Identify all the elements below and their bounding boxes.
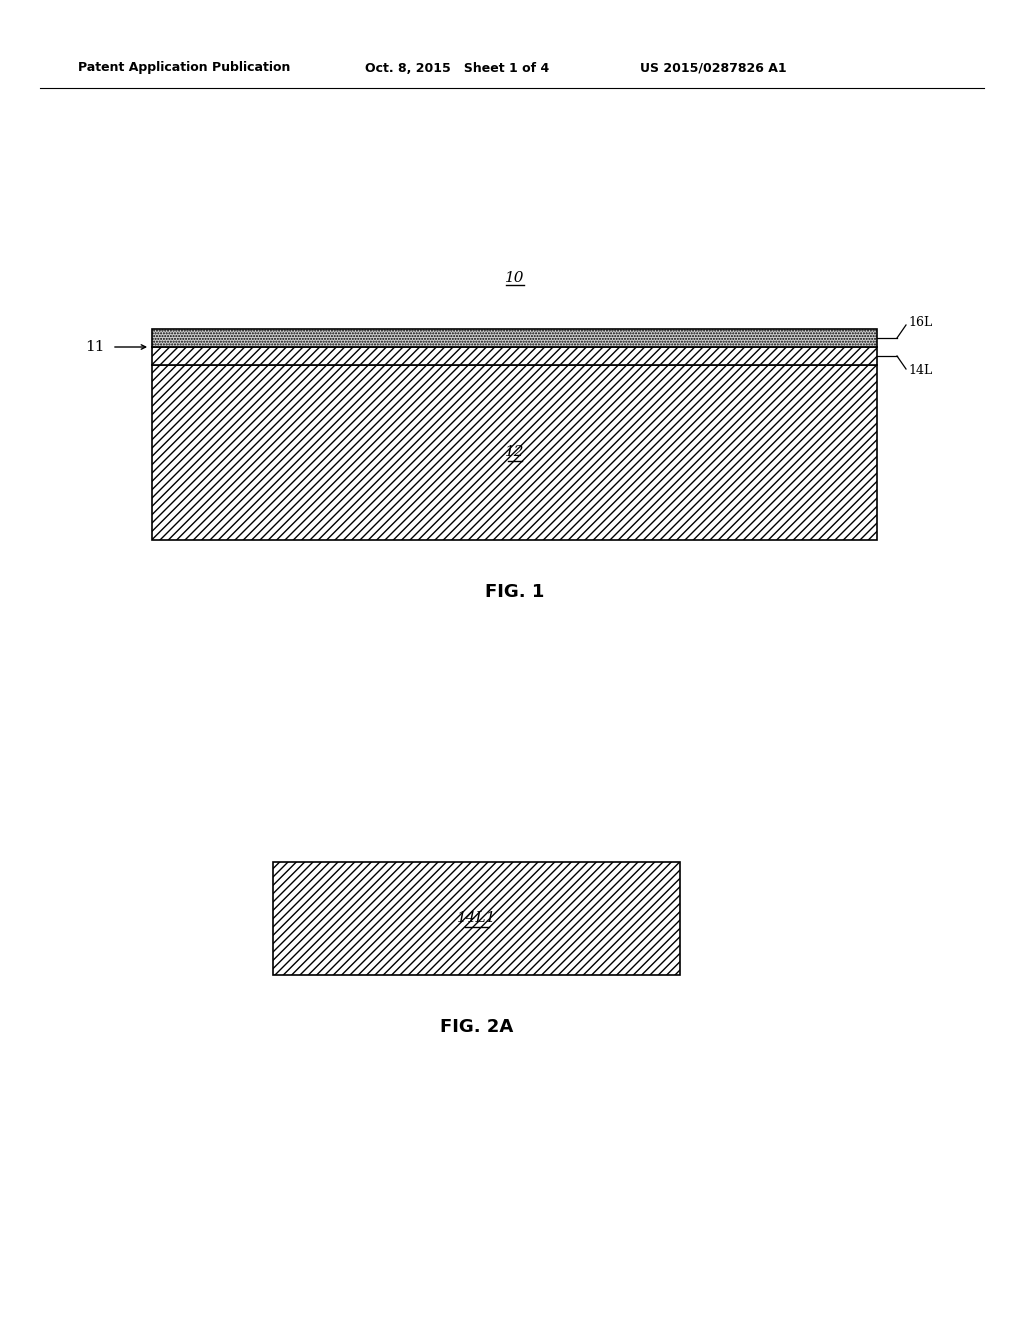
Text: Patent Application Publication: Patent Application Publication bbox=[78, 62, 291, 74]
Text: US 2015/0287826 A1: US 2015/0287826 A1 bbox=[640, 62, 786, 74]
Bar bbox=[152, 347, 877, 366]
Bar bbox=[152, 329, 877, 347]
Text: 10: 10 bbox=[505, 271, 524, 285]
Bar bbox=[152, 366, 877, 540]
Text: FIG. 1: FIG. 1 bbox=[484, 583, 544, 601]
Text: 12: 12 bbox=[505, 446, 524, 459]
Text: FIG. 2A: FIG. 2A bbox=[440, 1018, 513, 1036]
Bar bbox=[273, 862, 680, 975]
Text: 14L1: 14L1 bbox=[457, 912, 497, 925]
Text: 16L: 16L bbox=[908, 317, 932, 330]
Text: 14L: 14L bbox=[908, 363, 932, 376]
Text: Oct. 8, 2015   Sheet 1 of 4: Oct. 8, 2015 Sheet 1 of 4 bbox=[365, 62, 549, 74]
Text: 11: 11 bbox=[85, 341, 105, 354]
